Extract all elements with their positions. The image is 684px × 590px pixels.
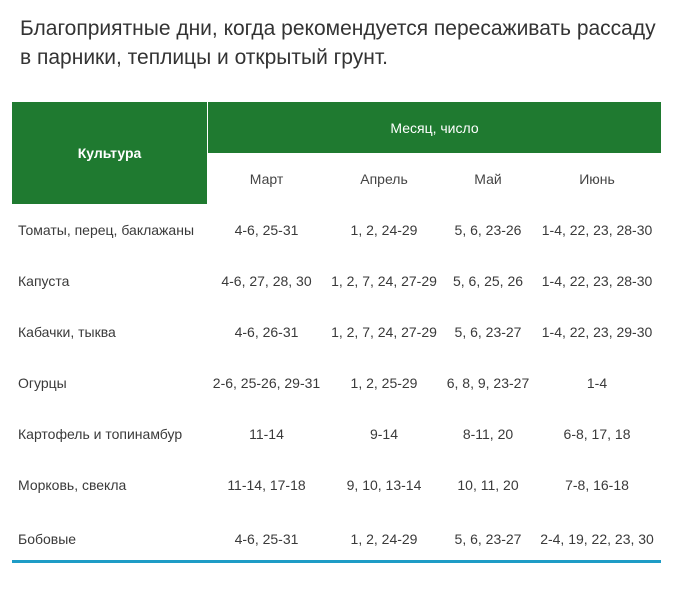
table-row: Морковь, свекла 11-14, 17-18 9, 10, 13-1… <box>12 459 661 510</box>
april-days: 1, 2, 24-29 <box>350 531 418 547</box>
month-header-march: Март <box>208 153 325 204</box>
june-days: 1-4, 22, 23, 28-30 <box>541 221 653 238</box>
table-row: Кабачки, тыква 4-6, 26-31 1, 2, 7, 24, 2… <box>12 306 661 357</box>
may-days: 5, 6, 23-27 <box>454 323 522 340</box>
month-header-june: Июнь <box>533 153 662 204</box>
crop-name: Бобовые <box>18 531 77 547</box>
april-days: 1, 2, 7, 24, 27-29 <box>331 323 437 340</box>
june-days: 1-4, 22, 23, 28-30 <box>541 272 653 289</box>
march-days: 11-14 <box>249 425 284 442</box>
march-days: 2-6, 25-26, 29-31 <box>212 374 321 391</box>
may-days: 6, 8, 9, 23-27 <box>446 374 530 391</box>
crop-name: Картофель и топинамбур <box>18 425 183 442</box>
march-days: 4-6, 25-31 <box>234 221 299 238</box>
april-days: 1, 2, 7, 24, 27-29 <box>331 272 437 289</box>
june-days: 2-4, 19, 22, 23, 30 <box>540 531 654 547</box>
crop-name: Томаты, перец, баклажаны <box>18 221 195 238</box>
crop-name: Морковь, свекла <box>18 476 127 493</box>
march-days: 4-6, 26-31 <box>234 323 299 340</box>
may-days: 5, 6, 25, 26 <box>452 272 524 289</box>
crop-name: Огурцы <box>18 374 67 391</box>
april-days: 1, 2, 25-29 <box>350 374 418 391</box>
march-days: 11-14, 17-18 <box>227 476 306 493</box>
crop-name: Кабачки, тыква <box>18 323 116 340</box>
may-days: 5, 6, 23-26 <box>454 221 522 238</box>
march-days: 4-6, 27, 28, 30 <box>221 272 312 289</box>
june-days: 6-8, 17, 18 <box>563 425 631 442</box>
june-days: 1-4 <box>586 374 608 391</box>
month-header-may: Май <box>443 153 533 204</box>
table-row: Картофель и топинамбур 11-14 9-14 8-11, … <box>12 408 661 459</box>
april-days: 9, 10, 13-14 <box>346 476 422 493</box>
planting-days-table: Культура Месяц, число Март Апрель Май Ию… <box>12 102 662 568</box>
month-header-april: Апрель <box>325 153 443 204</box>
crop-column-header: Культура <box>12 102 208 204</box>
june-days: 1-4, 22, 23, 29-30 <box>541 323 653 340</box>
april-days: 9-14 <box>369 425 399 442</box>
crop-name: Капуста <box>18 272 70 289</box>
june-days: 7-8, 16-18 <box>565 476 629 493</box>
may-days: 5, 6, 23-27 <box>454 531 522 547</box>
table-bottom-rule <box>12 560 661 563</box>
month-group-header: Месяц, число <box>208 102 662 153</box>
march-days: 4-6, 25-31 <box>234 531 299 547</box>
table-row: Бобовые 4-6, 25-31 1, 2, 24-29 5, 6, 23-… <box>12 510 661 568</box>
table-row: Огурцы 2-6, 25-26, 29-31 1, 2, 25-29 6, … <box>12 357 661 408</box>
page-title: Благоприятные дни, когда рекомендуется п… <box>20 17 656 69</box>
may-days: 8-11, 20 <box>462 425 514 442</box>
table-row: Капуста 4-6, 27, 28, 30 1, 2, 7, 24, 27-… <box>12 255 661 306</box>
may-days: 10, 11, 20 <box>457 476 519 493</box>
table-row: Томаты, перец, баклажаны 4-6, 25-31 1, 2… <box>12 204 661 255</box>
april-days: 1, 2, 24-29 <box>350 221 418 238</box>
